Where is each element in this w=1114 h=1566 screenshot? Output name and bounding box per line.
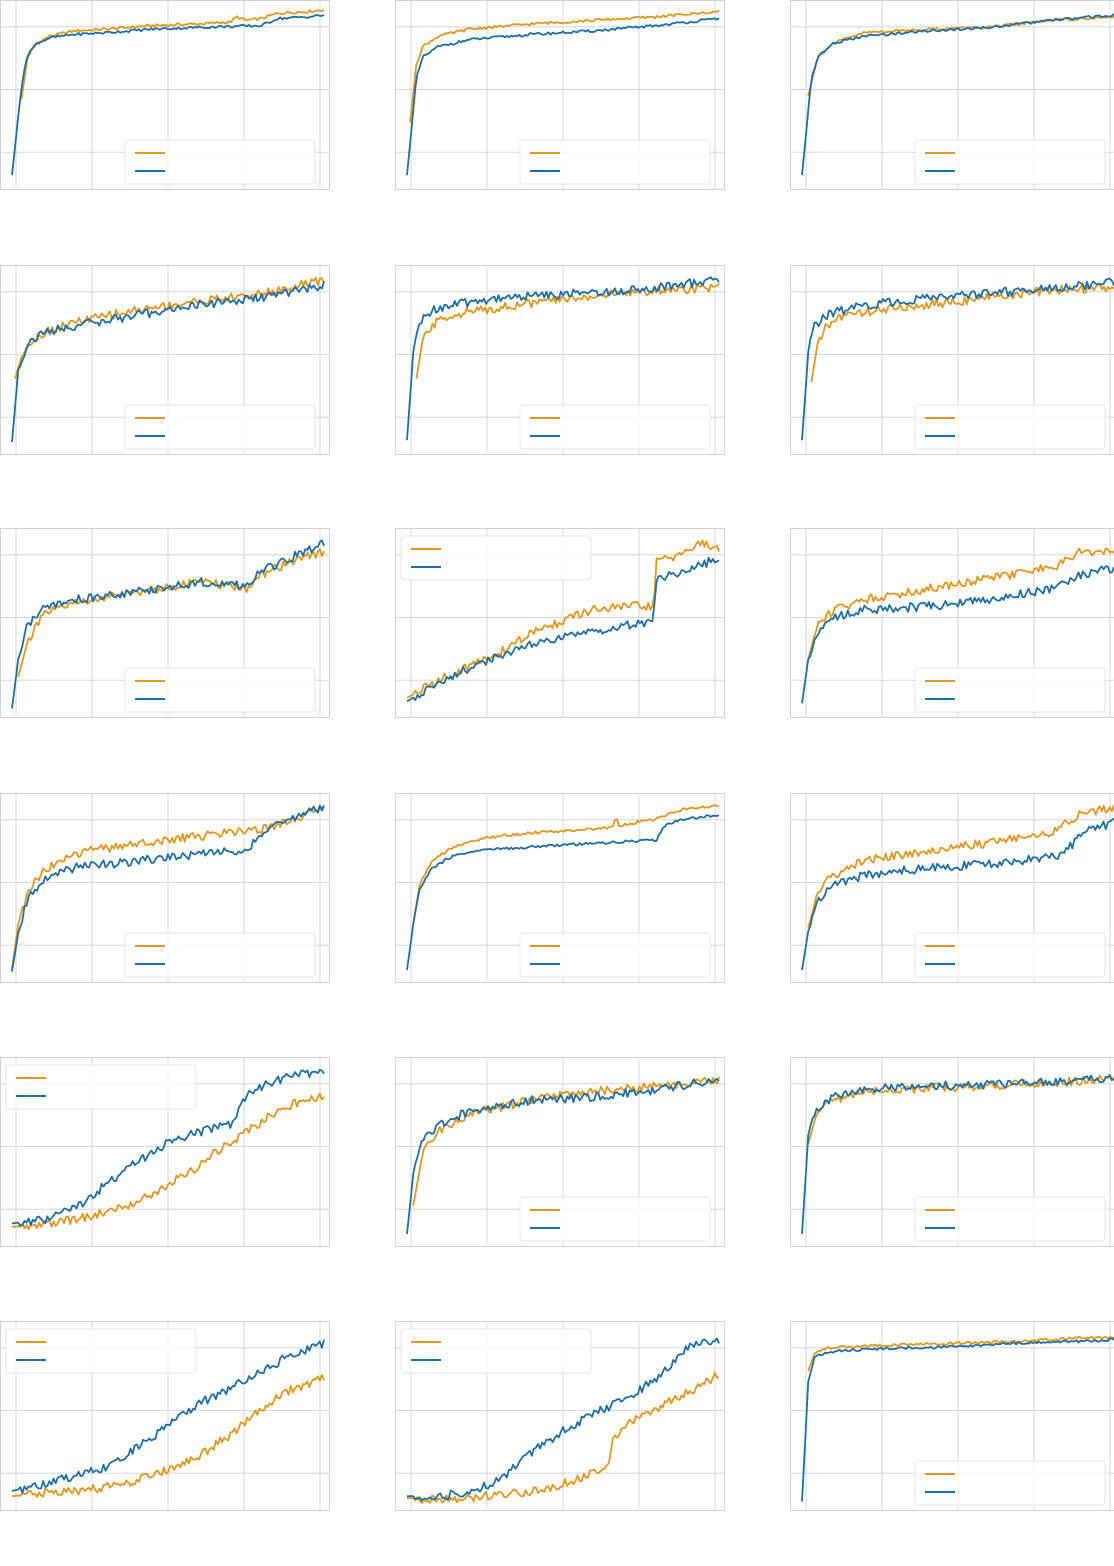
chart-svg-4 <box>0 265 330 455</box>
chart-svg-6 <box>790 265 1114 455</box>
chart-panel-11 <box>395 793 725 1038</box>
legend <box>401 536 591 580</box>
chart-panel-14 <box>395 1057 725 1302</box>
chart-panel-9 <box>790 528 1114 773</box>
legend <box>520 405 710 449</box>
legend <box>915 1461 1105 1505</box>
chart-svg-11 <box>395 793 725 983</box>
legend <box>125 668 315 712</box>
chart-panel-16 <box>0 1321 330 1566</box>
legend-box <box>6 1329 196 1373</box>
chart-panel-18 <box>790 1321 1114 1566</box>
chart-svg-9 <box>790 528 1114 718</box>
chart-svg-13 <box>0 1057 330 1247</box>
chart-svg-3 <box>790 0 1114 190</box>
legend-box <box>125 668 315 712</box>
legend-box <box>915 140 1105 184</box>
legend-box <box>520 140 710 184</box>
legend-box <box>401 1329 591 1373</box>
legend <box>125 933 315 977</box>
legend <box>125 405 315 449</box>
chart-grid <box>0 0 1114 1504</box>
legend-box <box>915 933 1105 977</box>
legend <box>915 1197 1105 1241</box>
legend <box>6 1329 196 1373</box>
chart-panel-4 <box>0 265 330 510</box>
legend <box>125 140 315 184</box>
chart-svg-12 <box>790 793 1114 983</box>
legend-box <box>125 933 315 977</box>
legend <box>6 1065 196 1109</box>
legend <box>915 668 1105 712</box>
legend-box <box>520 1197 710 1241</box>
legend-box <box>915 1461 1105 1505</box>
legend <box>915 140 1105 184</box>
chart-svg-18 <box>790 1321 1114 1511</box>
chart-panel-5 <box>395 265 725 510</box>
chart-svg-17 <box>395 1321 725 1511</box>
legend-box <box>125 405 315 449</box>
chart-svg-5 <box>395 265 725 455</box>
legend-box <box>125 140 315 184</box>
chart-panel-8 <box>395 528 725 773</box>
legend <box>915 933 1105 977</box>
legend <box>520 1197 710 1241</box>
legend-box <box>520 933 710 977</box>
legend-box <box>915 1197 1105 1241</box>
chart-svg-15 <box>790 1057 1114 1247</box>
legend <box>915 405 1105 449</box>
chart-svg-1 <box>0 0 330 190</box>
legend <box>520 933 710 977</box>
chart-svg-16 <box>0 1321 330 1511</box>
chart-svg-8 <box>395 528 725 718</box>
chart-panel-13 <box>0 1057 330 1302</box>
chart-panel-7 <box>0 528 330 773</box>
chart-svg-7 <box>0 528 330 718</box>
chart-panel-2 <box>395 0 725 245</box>
chart-panel-17 <box>395 1321 725 1566</box>
chart-svg-2 <box>395 0 725 190</box>
legend-box <box>520 405 710 449</box>
legend-box <box>915 405 1105 449</box>
chart-panel-6 <box>790 265 1114 510</box>
chart-panel-3 <box>790 0 1114 245</box>
chart-panel-12 <box>790 793 1114 1038</box>
legend <box>520 140 710 184</box>
legend-box <box>915 668 1105 712</box>
chart-svg-10 <box>0 793 330 983</box>
chart-svg-14 <box>395 1057 725 1247</box>
legend-box <box>401 536 591 580</box>
chart-panel-10 <box>0 793 330 1038</box>
chart-panel-1 <box>0 0 330 245</box>
legend <box>401 1329 591 1373</box>
chart-panel-15 <box>790 1057 1114 1302</box>
legend-box <box>6 1065 196 1109</box>
